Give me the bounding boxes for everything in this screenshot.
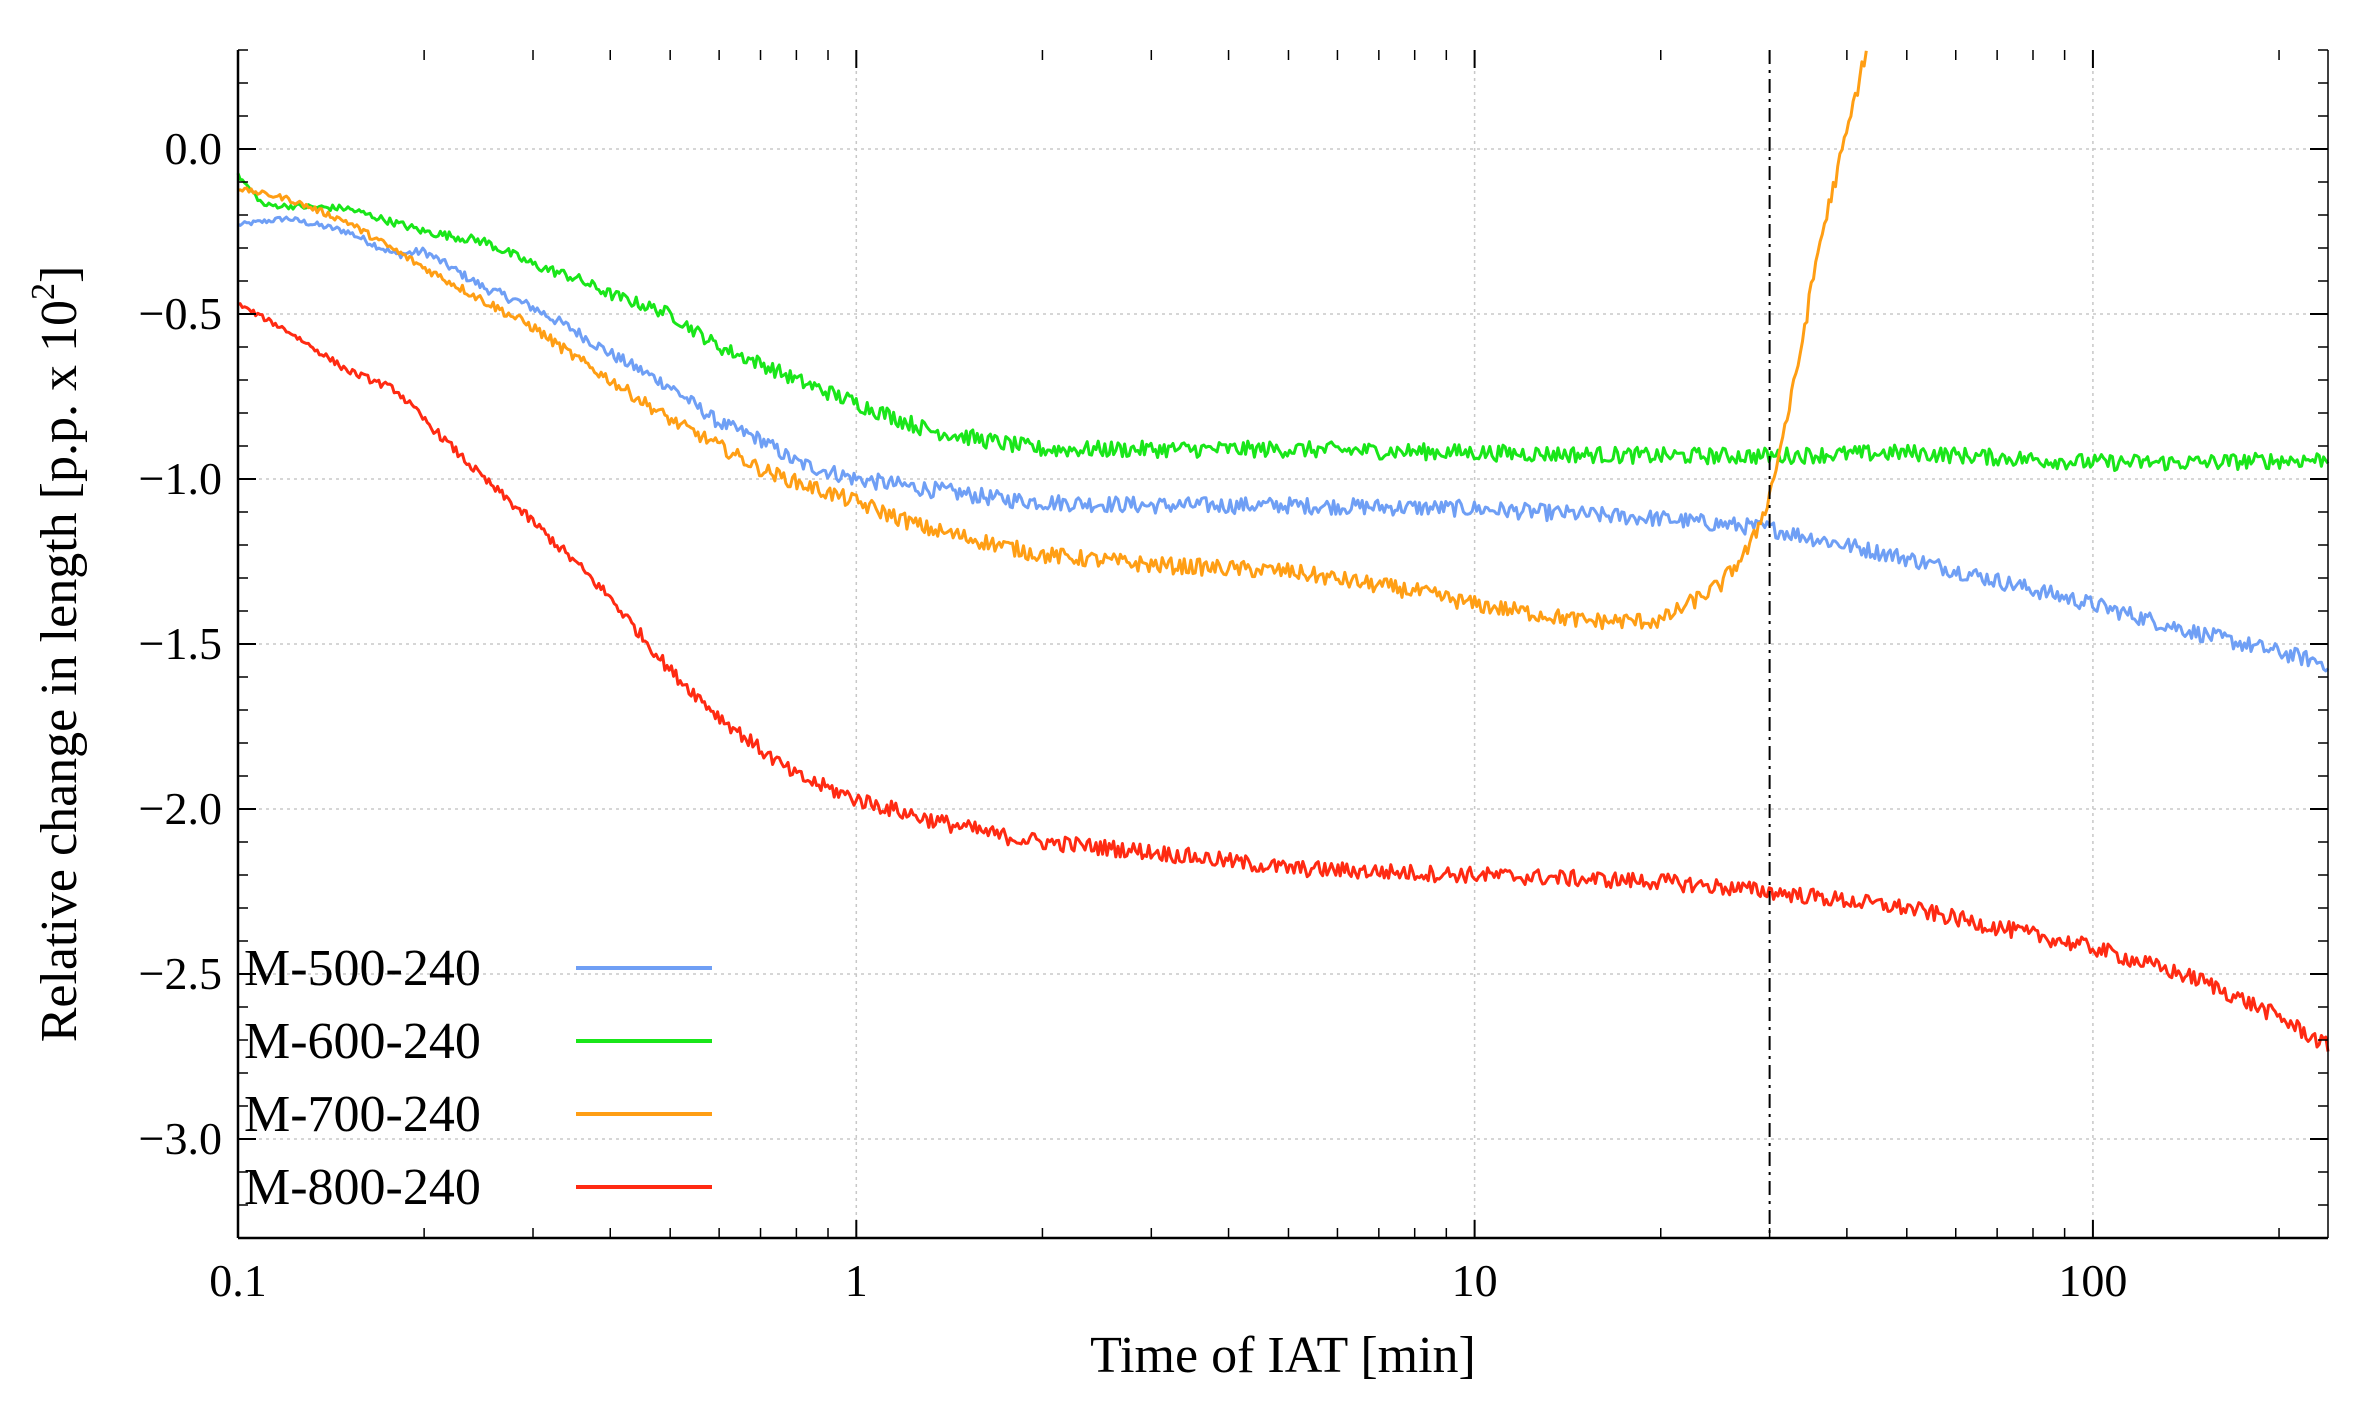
grid (238, 50, 2328, 1238)
x-tick-label-0: 0.1 (209, 1255, 267, 1306)
series-line-M-700-240 (237, 50, 1868, 631)
axis-ticks: 0.1 1 10 100 0.0 −0.5 −1.0 −1.5 −2.0 −2.5 −3.0 (139, 49, 2328, 1306)
y-tick-label-0: 0.0 (165, 123, 223, 174)
y-axis-title: Relative change in length [p.p. x 102] (25, 266, 88, 1043)
series-line-M-800-240 (237, 302, 2330, 1052)
x-tick-label-1: 1 (845, 1255, 868, 1306)
series-line-M-600-240 (236, 172, 2330, 472)
y-tick-label-1: −0.5 (139, 288, 222, 339)
y-tick-label-6: −3.0 (139, 1113, 222, 1164)
legend-label-M-500-240: M-500-240 (244, 940, 481, 997)
legend-label-M-700-240: M-700-240 (244, 1086, 481, 1143)
y-axis-title-main: Relative change in length [p.p. x 10 (31, 300, 88, 1042)
x-tick-label-2: 10 (1452, 1255, 1498, 1306)
y-tick-label-4: −2.0 (139, 783, 222, 834)
y-tick-label-3: −1.5 (139, 618, 222, 669)
x-tick-label-3: 100 (2058, 1255, 2127, 1306)
y-tick-label-2: −1.0 (139, 453, 222, 504)
y-axis-title-sup: 2 (25, 283, 62, 300)
legend: M-500-240 M-600-240 M-700-240 M-800-240 (244, 940, 712, 1216)
series-layer (236, 50, 2330, 1052)
y-tick-label-5: −2.5 (139, 948, 222, 999)
legend-label-M-600-240: M-600-240 (244, 1013, 481, 1070)
series-line-M-500-240 (237, 215, 2330, 673)
y-axis-title-tail: ] (31, 266, 88, 283)
legend-label-M-800-240: M-800-240 (244, 1159, 481, 1216)
x-axis-title: Time of IAT [min] (1090, 1327, 1476, 1384)
